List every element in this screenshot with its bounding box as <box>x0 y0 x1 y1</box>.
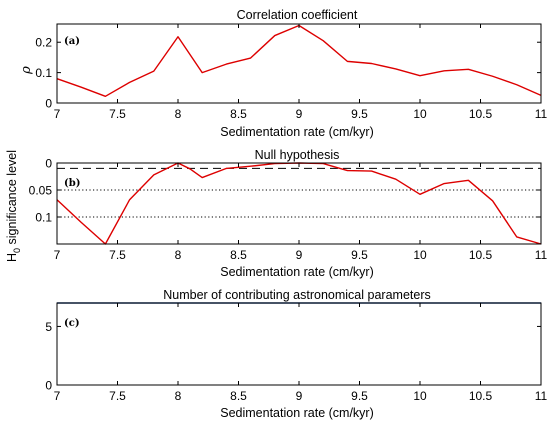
panel-b-ylabel-rest: significance level <box>5 150 19 248</box>
panel-a-x-tick-label-5: 9.5 <box>351 107 368 121</box>
panel-b-ylabel: H0 significance level <box>5 150 22 262</box>
panel-c-x-tick-label-2: 8 <box>175 389 182 403</box>
panel-b-label: (b) <box>64 178 80 189</box>
panel-b-y-tick-label-2: 0.1 <box>35 211 52 225</box>
panel-b-x-tick-label-4: 9 <box>296 248 303 262</box>
panel-b-x-tick-label-1: 7.5 <box>109 248 126 262</box>
panel-a-y-tick-label-1: 0.1 <box>35 66 52 80</box>
panel-b-x-tick-label-5: 9.5 <box>351 248 368 262</box>
panel-b-x-tick-label-2: 8 <box>175 248 182 262</box>
panel-c-x-tick-label-8: 11 <box>535 389 548 403</box>
panel-c-x-tick-label-0: 7 <box>54 389 61 403</box>
panel-c-title: Number of contributing astronomical para… <box>163 288 430 302</box>
panel-a-y-tick-label-0: 0 <box>45 97 52 111</box>
panel-b: Null hypothesis (b) H0 significance leve… <box>5 148 548 279</box>
panel-a-x-tick-label-4: 9 <box>296 107 303 121</box>
panel-b-x-tick-label-3: 8.5 <box>230 248 247 262</box>
panel-c-x-tick-label-3: 8.5 <box>230 389 247 403</box>
panel-c-x-tick-label-1: 7.5 <box>109 389 126 403</box>
panel-b-ylabel-h: H <box>5 253 19 262</box>
panel-c: Number of contributing astronomical para… <box>45 288 547 420</box>
panel-c-y-tick-label-1: 5 <box>45 320 52 334</box>
panel-a-x-tick-label-0: 7 <box>54 107 61 121</box>
panel-c-x-tick-label-6: 10 <box>413 389 427 403</box>
panel-a-axes-frame <box>56 23 542 104</box>
panel-a-label: (a) <box>64 36 80 47</box>
panel-a-x-tick-label-7: 10.5 <box>469 107 493 121</box>
panel-b-axes-frame <box>56 162 542 245</box>
panel-b-x-tick-label-6: 10 <box>413 248 427 262</box>
panel-c-x-tick-label-7: 10.5 <box>469 389 493 403</box>
panel-b-y-tick-label-1: 0.05 <box>29 184 53 198</box>
panel-c-label: (c) <box>64 318 80 329</box>
panel-c-y-tick-label-0: 0 <box>45 379 52 393</box>
panel-c-x-tick-label-5: 9.5 <box>351 389 368 403</box>
panel-b-title: Null hypothesis <box>255 148 340 162</box>
panel-a-series-line-0 <box>56 24 542 98</box>
panel-a: Correlation coefficient (a) ρ Sedimentat… <box>19 8 548 139</box>
panel-a-x-tick-label-6: 10 <box>413 107 427 121</box>
panel-a-x-tick-label-1: 7.5 <box>109 107 126 121</box>
panel-b-series-line-0 <box>56 162 542 245</box>
panel-b-x-tick-label-7: 10.5 <box>469 248 493 262</box>
panel-a-x-tick-label-3: 8.5 <box>230 107 247 121</box>
panel-b-x-tick-label-0: 7 <box>54 248 61 262</box>
panel-b-x-tick-label-8: 11 <box>535 248 548 262</box>
panel-a-title: Correlation coefficient <box>237 8 358 22</box>
panel-a-ylabel: ρ <box>19 66 34 75</box>
panel-c-axes-frame <box>56 302 542 386</box>
panel-b-xlabel: Sedimentation rate (cm/kyr) <box>220 265 374 279</box>
panel-a-xlabel: Sedimentation rate (cm/kyr) <box>220 125 374 139</box>
panel-b-y-tick-label-0: 0 <box>45 157 52 171</box>
panel-c-x-tick-label-4: 9 <box>296 389 303 403</box>
panel-c-xlabel: Sedimentation rate (cm/kyr) <box>220 406 374 420</box>
panel-b-ylabel-sub: 0 <box>12 248 22 253</box>
panel-a-y-tick-label-2: 0.2 <box>35 36 52 50</box>
panel-a-x-tick-label-2: 8 <box>175 107 182 121</box>
panel-a-x-tick-label-8: 11 <box>535 107 548 121</box>
